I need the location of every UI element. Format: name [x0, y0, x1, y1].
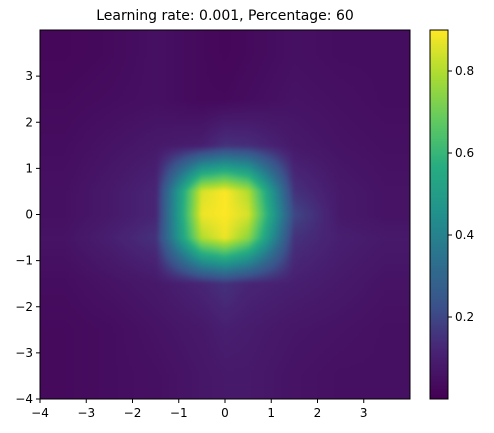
- heatmap-image: [40, 30, 410, 399]
- y-tick-label: 3: [25, 69, 33, 83]
- colorbar: 0.2 0.4 0.6 0.8: [429, 29, 474, 400]
- x-tick-label: 3: [360, 406, 368, 420]
- x-tick-label: 2: [314, 406, 322, 420]
- colorbar-tick-label: 0.2: [455, 310, 474, 324]
- y-tick-label: −2: [15, 300, 33, 314]
- y-axis: −4 −3 −2 −1 0 1 2 3: [15, 69, 40, 406]
- x-axis: −4 −3 −2 −1 0 1 2 3: [31, 399, 368, 420]
- x-tick-label: 0: [221, 406, 229, 420]
- y-tick-label: 1: [25, 161, 33, 175]
- colorbar-gradient: [430, 30, 448, 399]
- colorbar-tick-label: 0.8: [455, 64, 474, 78]
- x-tick-label: 1: [267, 406, 275, 420]
- colorbar-ticks: 0.2 0.4 0.6 0.8: [448, 64, 474, 324]
- x-tick-label: −2: [124, 406, 142, 420]
- x-tick-label: −3: [77, 406, 95, 420]
- colorbar-frame: [429, 29, 449, 400]
- colorbar-tick-label: 0.4: [455, 228, 474, 242]
- colorbar-tick-label: 0.6: [455, 146, 474, 160]
- y-tick-label: −1: [15, 254, 33, 268]
- y-tick-label: 0: [25, 208, 33, 222]
- y-tick-label: 2: [25, 115, 33, 129]
- y-tick-label: −3: [15, 346, 33, 360]
- chart-title: Learning rate: 0.001, Percentage: 60: [96, 8, 354, 24]
- x-tick-label: −1: [170, 406, 188, 420]
- y-tick-label: −4: [15, 392, 33, 406]
- x-tick-label: −4: [31, 406, 49, 420]
- plot-area: [39, 29, 411, 400]
